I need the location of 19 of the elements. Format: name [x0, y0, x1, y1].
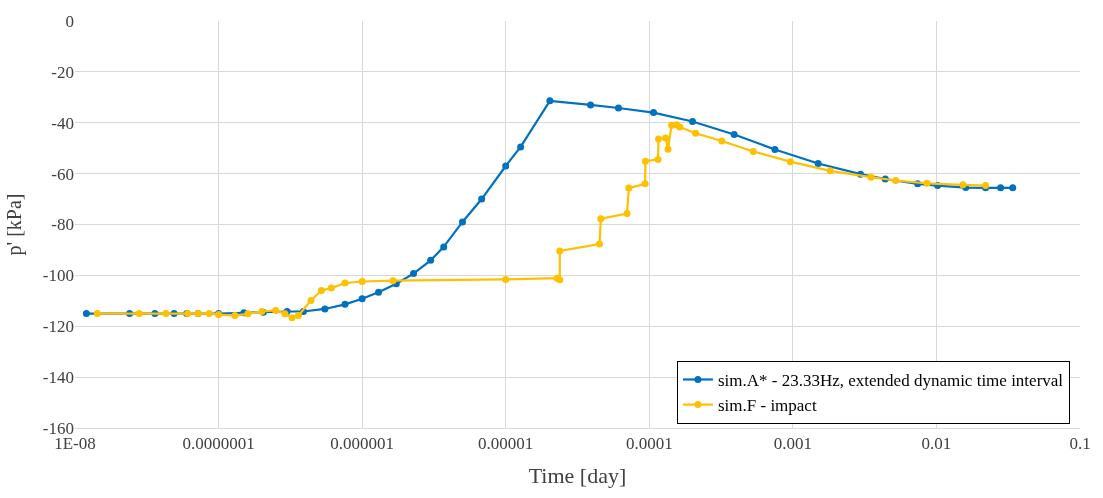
x-tick-label: 0.1	[1069, 434, 1091, 454]
y-tick-label: -100	[42, 266, 74, 286]
x-axis-title: Time [day]	[528, 463, 627, 489]
legend-label: sim.F - impact	[717, 396, 817, 416]
legend-label: sim.A* - 23.33Hz, extended dynamic time interval	[717, 371, 1064, 391]
y-tick-label: -60	[51, 164, 74, 184]
y-tick-label: -20	[51, 62, 74, 82]
x-tick-label: 0.001	[773, 434, 812, 454]
x-tick-label: 0.000001	[330, 434, 395, 454]
y-tick-label: -80	[51, 215, 74, 235]
y-tick-label: -40	[51, 113, 74, 133]
x-tick-label: 0.0000001	[182, 434, 255, 454]
y-tick-label: -120	[42, 317, 74, 337]
y-tick-label: -140	[42, 368, 74, 388]
x-tick-label: 0.00001	[478, 434, 534, 454]
x-tick-label: 0.01	[921, 434, 952, 454]
x-tick-label: 0.0001	[625, 434, 673, 454]
y-tick-label: 0	[65, 11, 74, 31]
y-axis-title: p' [kPa]	[3, 193, 27, 256]
